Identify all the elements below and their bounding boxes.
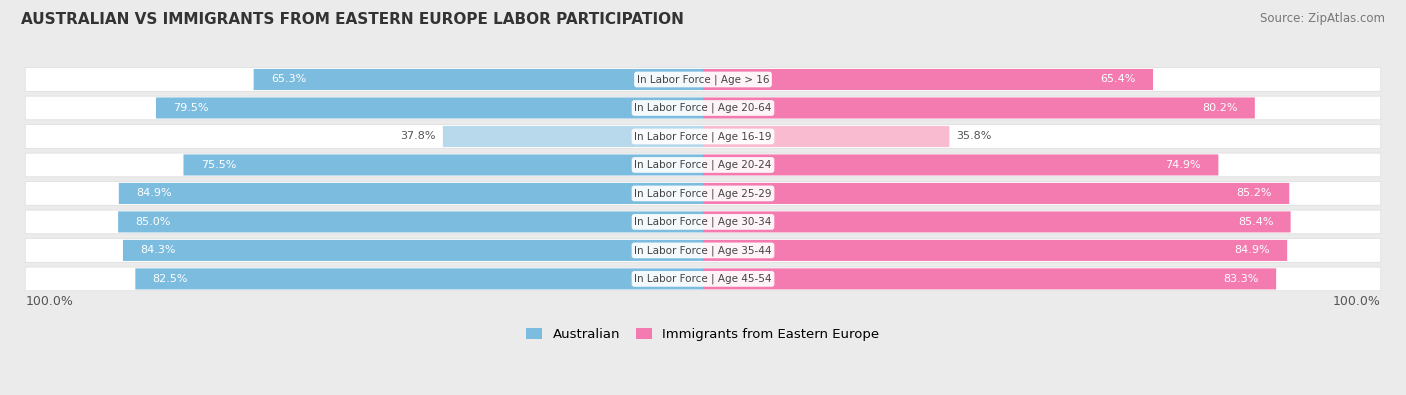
FancyBboxPatch shape [25, 96, 1381, 120]
Text: In Labor Force | Age 35-44: In Labor Force | Age 35-44 [634, 245, 772, 256]
FancyBboxPatch shape [118, 211, 703, 233]
FancyBboxPatch shape [703, 211, 1291, 233]
Text: 100.0%: 100.0% [25, 295, 73, 308]
Text: 79.5%: 79.5% [173, 103, 208, 113]
FancyBboxPatch shape [120, 183, 703, 204]
Text: In Labor Force | Age > 16: In Labor Force | Age > 16 [637, 74, 769, 85]
FancyBboxPatch shape [25, 68, 1381, 91]
Text: 35.8%: 35.8% [956, 132, 991, 141]
FancyBboxPatch shape [25, 239, 1381, 262]
Legend: Australian, Immigrants from Eastern Europe: Australian, Immigrants from Eastern Euro… [526, 328, 880, 341]
FancyBboxPatch shape [703, 98, 1254, 118]
FancyBboxPatch shape [25, 125, 1381, 148]
FancyBboxPatch shape [156, 98, 703, 118]
FancyBboxPatch shape [253, 69, 703, 90]
Text: In Labor Force | Age 16-19: In Labor Force | Age 16-19 [634, 131, 772, 142]
FancyBboxPatch shape [25, 267, 1381, 291]
FancyBboxPatch shape [703, 126, 949, 147]
Text: 74.9%: 74.9% [1166, 160, 1201, 170]
Text: 84.9%: 84.9% [136, 188, 172, 198]
Text: 85.0%: 85.0% [135, 217, 170, 227]
Text: 85.2%: 85.2% [1236, 188, 1272, 198]
Text: In Labor Force | Age 20-24: In Labor Force | Age 20-24 [634, 160, 772, 170]
Text: 84.9%: 84.9% [1234, 245, 1270, 256]
FancyBboxPatch shape [703, 154, 1219, 175]
Text: 82.5%: 82.5% [153, 274, 188, 284]
Text: In Labor Force | Age 30-34: In Labor Force | Age 30-34 [634, 217, 772, 227]
Text: 84.3%: 84.3% [141, 245, 176, 256]
FancyBboxPatch shape [703, 183, 1289, 204]
FancyBboxPatch shape [703, 69, 1153, 90]
Text: In Labor Force | Age 25-29: In Labor Force | Age 25-29 [634, 188, 772, 199]
Text: 85.4%: 85.4% [1237, 217, 1274, 227]
Text: 65.3%: 65.3% [271, 75, 307, 85]
FancyBboxPatch shape [122, 240, 703, 261]
FancyBboxPatch shape [443, 126, 703, 147]
Text: 37.8%: 37.8% [401, 132, 436, 141]
FancyBboxPatch shape [135, 268, 703, 290]
Text: 65.4%: 65.4% [1101, 75, 1136, 85]
Text: In Labor Force | Age 20-64: In Labor Force | Age 20-64 [634, 103, 772, 113]
Text: 80.2%: 80.2% [1202, 103, 1237, 113]
FancyBboxPatch shape [703, 240, 1286, 261]
Text: AUSTRALIAN VS IMMIGRANTS FROM EASTERN EUROPE LABOR PARTICIPATION: AUSTRALIAN VS IMMIGRANTS FROM EASTERN EU… [21, 12, 683, 27]
FancyBboxPatch shape [25, 153, 1381, 177]
Text: 75.5%: 75.5% [201, 160, 236, 170]
Text: In Labor Force | Age 45-54: In Labor Force | Age 45-54 [634, 274, 772, 284]
FancyBboxPatch shape [703, 268, 1277, 290]
Text: 100.0%: 100.0% [1333, 295, 1381, 308]
FancyBboxPatch shape [184, 154, 703, 175]
FancyBboxPatch shape [25, 210, 1381, 234]
FancyBboxPatch shape [25, 182, 1381, 205]
Text: Source: ZipAtlas.com: Source: ZipAtlas.com [1260, 12, 1385, 25]
Text: 83.3%: 83.3% [1223, 274, 1258, 284]
